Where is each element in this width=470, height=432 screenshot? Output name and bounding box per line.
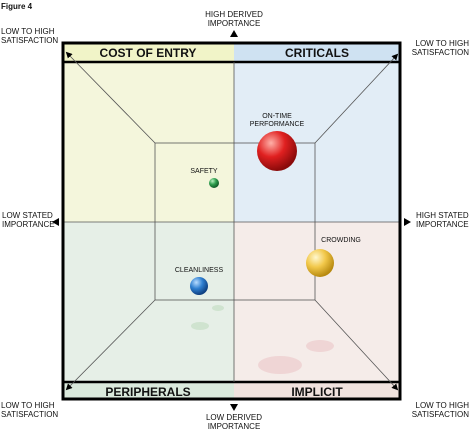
item-label: CROWDING	[321, 237, 361, 244]
axis-label: LOW STATED IMPORTANCE	[2, 211, 55, 229]
band	[234, 43, 400, 62]
band	[63, 43, 234, 62]
figure-label: Figure 4	[1, 2, 33, 11]
quadrant-title: CRITICALS	[285, 46, 349, 60]
quadrant-bg	[63, 222, 234, 399]
bubble	[190, 277, 208, 295]
corner-label: LOW TO HIGH SATISFACTION	[1, 27, 58, 45]
item-label: ON-TIME PERFORMANCE	[250, 113, 305, 128]
bubble	[209, 178, 219, 188]
axis-arrows	[52, 30, 411, 411]
quadrant-bg	[234, 43, 400, 222]
bubble-shadows	[191, 305, 334, 374]
item-label: SAFETY	[190, 168, 218, 175]
frame	[61, 41, 402, 401]
axis-label: HIGH STATED IMPORTANCE	[416, 211, 469, 229]
quadrant-bg	[234, 222, 400, 399]
bubble	[306, 249, 334, 277]
quadrant-title: IMPLICIT	[291, 385, 343, 399]
band	[234, 382, 400, 399]
bubble	[257, 131, 297, 171]
corner-label: LOW TO HIGH SATISFACTION	[412, 39, 469, 57]
quadrant-bg	[63, 43, 234, 222]
quadrant-title: COST OF ENTRY	[100, 46, 197, 60]
corner-label: LOW TO HIGH SATISFACTION	[1, 401, 58, 419]
band	[63, 382, 234, 399]
axis-label: HIGH DERIVED IMPORTANCE	[205, 10, 263, 28]
perspective-lines	[63, 51, 400, 391]
corner-label: LOW TO HIGH SATISFACTION	[412, 401, 469, 419]
item-label: CLEANLINESS	[175, 267, 224, 274]
axis-label: LOW DERIVED IMPORTANCE	[206, 413, 262, 431]
quadrant-title: PERIPHERALS	[105, 385, 190, 399]
